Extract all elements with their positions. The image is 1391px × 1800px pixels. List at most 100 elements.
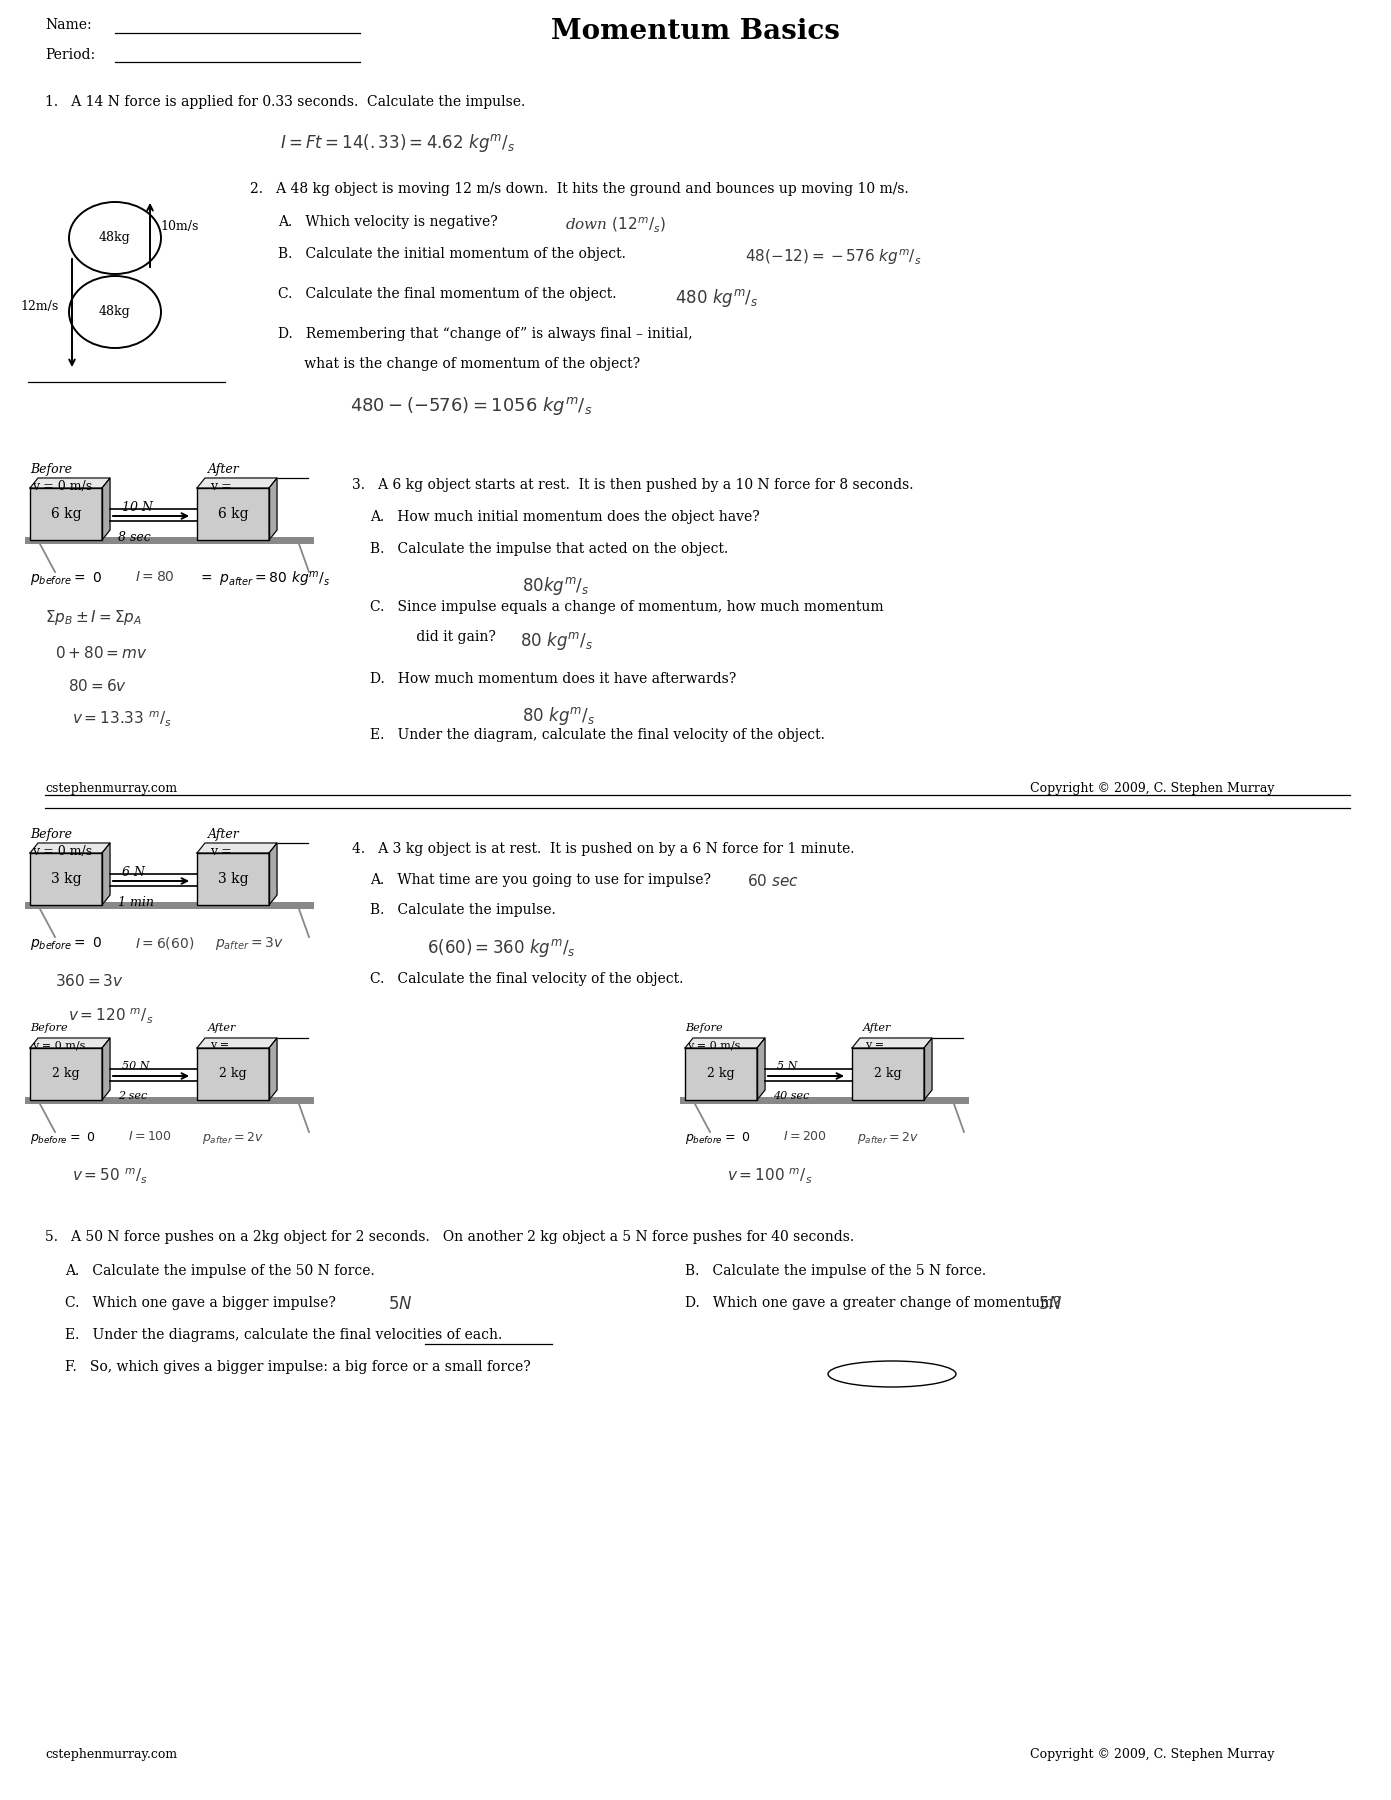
Text: 8 sec: 8 sec bbox=[118, 531, 150, 544]
Text: Before: Before bbox=[31, 1022, 68, 1033]
Text: 4.   A 3 kg object is at rest.  It is pushed on by a 6 N force for 1 minute.: 4. A 3 kg object is at rest. It is pushe… bbox=[352, 842, 854, 857]
Text: down $(12^{m}/_{s})$: down $(12^{m}/_{s})$ bbox=[565, 214, 666, 234]
Text: v =: v = bbox=[210, 844, 231, 859]
Bar bbox=[25, 536, 314, 544]
Text: B.   Calculate the impulse.: B. Calculate the impulse. bbox=[370, 904, 556, 916]
Text: $v = 13.33\ ^{m}/_{s}$: $v = 13.33\ ^{m}/_{s}$ bbox=[72, 709, 172, 729]
Polygon shape bbox=[924, 1039, 932, 1100]
Polygon shape bbox=[102, 479, 110, 540]
Text: $p_{after}=3v$: $p_{after}=3v$ bbox=[216, 934, 284, 952]
Text: $480\ \mathit{kg}^{m}/_{s}$: $480\ \mathit{kg}^{m}/_{s}$ bbox=[675, 286, 758, 310]
Text: E.   Under the diagram, calculate the final velocity of the object.: E. Under the diagram, calculate the fina… bbox=[370, 727, 825, 742]
Bar bbox=[25, 1096, 314, 1103]
Bar bbox=[31, 1048, 102, 1100]
Text: Copyright © 2009, C. Stephen Murray: Copyright © 2009, C. Stephen Murray bbox=[1029, 1748, 1274, 1760]
Text: $I=200$: $I=200$ bbox=[783, 1130, 828, 1143]
Text: $I=100$: $I=100$ bbox=[128, 1130, 172, 1143]
Text: $0 + 80 = mv$: $0 + 80 = mv$ bbox=[56, 644, 147, 661]
Text: E.   Under the diagrams, calculate the final velocities of each.: E. Under the diagrams, calculate the fin… bbox=[65, 1328, 502, 1343]
Bar bbox=[853, 1048, 924, 1100]
Text: v = 0 m/s: v = 0 m/s bbox=[32, 844, 92, 859]
Text: 10m/s: 10m/s bbox=[160, 220, 199, 232]
Text: 48kg: 48kg bbox=[99, 232, 131, 245]
Text: 50 N: 50 N bbox=[122, 1060, 149, 1071]
Text: 5 N: 5 N bbox=[778, 1060, 797, 1071]
Text: v = 0 m/s: v = 0 m/s bbox=[32, 481, 92, 493]
Polygon shape bbox=[268, 1039, 277, 1100]
Text: $48(-12) = -576\ \mathit{kg}^{m}/_{s}$: $48(-12) = -576\ \mathit{kg}^{m}/_{s}$ bbox=[746, 247, 922, 266]
Text: Copyright © 2009, C. Stephen Murray: Copyright © 2009, C. Stephen Murray bbox=[1029, 781, 1274, 796]
Polygon shape bbox=[31, 479, 110, 488]
Text: $p_{before}=\ 0$: $p_{before}=\ 0$ bbox=[31, 1130, 95, 1147]
Text: 6 kg: 6 kg bbox=[50, 508, 81, 520]
Bar bbox=[198, 853, 268, 905]
Polygon shape bbox=[31, 1039, 110, 1048]
Text: 2 kg: 2 kg bbox=[53, 1067, 79, 1080]
Text: B.   Calculate the impulse of the 5 N force.: B. Calculate the impulse of the 5 N forc… bbox=[684, 1264, 986, 1278]
Text: did it gain?: did it gain? bbox=[389, 630, 495, 644]
Text: C.   Calculate the final velocity of the object.: C. Calculate the final velocity of the o… bbox=[370, 972, 683, 986]
Text: After: After bbox=[862, 1022, 892, 1033]
Text: B.   Calculate the initial momentum of the object.: B. Calculate the initial momentum of the… bbox=[278, 247, 626, 261]
Polygon shape bbox=[853, 1039, 932, 1048]
Text: $v = 50\ ^{m}/_{s}$: $v = 50\ ^{m}/_{s}$ bbox=[72, 1166, 147, 1186]
Polygon shape bbox=[198, 479, 277, 488]
Text: cstephenmurray.com: cstephenmurray.com bbox=[45, 781, 177, 796]
Polygon shape bbox=[198, 842, 277, 853]
Text: $5N$: $5N$ bbox=[1038, 1296, 1063, 1312]
Text: 48kg: 48kg bbox=[99, 306, 131, 319]
Text: A.   Calculate the impulse of the 50 N force.: A. Calculate the impulse of the 50 N for… bbox=[65, 1264, 374, 1278]
Text: 3 kg: 3 kg bbox=[217, 871, 249, 886]
Text: $I = Ft = 14(.33) = 4.62\ \mathit{kg}^{m}/_{s}$: $I = Ft = 14(.33) = 4.62\ \mathit{kg}^{m… bbox=[280, 131, 515, 155]
Text: $p_{before}=\ 0$: $p_{before}=\ 0$ bbox=[31, 571, 102, 587]
Bar bbox=[31, 853, 102, 905]
Text: D.   Which one gave a greater change of momentum?: D. Which one gave a greater change of mo… bbox=[684, 1296, 1061, 1310]
Bar bbox=[684, 1048, 757, 1100]
Polygon shape bbox=[31, 842, 110, 853]
Bar bbox=[198, 488, 268, 540]
Text: $360 = 3v$: $360 = 3v$ bbox=[56, 974, 124, 988]
Text: A.   Which velocity is negative?: A. Which velocity is negative? bbox=[278, 214, 498, 229]
Text: $I=6(60)$: $I=6(60)$ bbox=[135, 934, 195, 950]
Bar bbox=[198, 1048, 268, 1100]
Text: 1.   A 14 N force is applied for 0.33 seconds.  Calculate the impulse.: 1. A 14 N force is applied for 0.33 seco… bbox=[45, 95, 526, 110]
Bar bbox=[25, 902, 314, 909]
Text: v =: v = bbox=[210, 1040, 230, 1049]
Text: Momentum Basics: Momentum Basics bbox=[551, 18, 840, 45]
Text: $\Sigma p_B \pm I = \Sigma p_A$: $\Sigma p_B \pm I = \Sigma p_A$ bbox=[45, 608, 142, 626]
Text: 10 N: 10 N bbox=[122, 500, 153, 515]
Bar bbox=[31, 488, 102, 540]
Text: F.   So, which gives a bigger impulse: a big force or a small force?: F. So, which gives a bigger impulse: a b… bbox=[65, 1361, 531, 1373]
Text: 2.   A 48 kg object is moving 12 m/s down.  It hits the ground and bounces up mo: 2. A 48 kg object is moving 12 m/s down.… bbox=[250, 182, 908, 196]
Text: 3 kg: 3 kg bbox=[50, 871, 81, 886]
Text: v =: v = bbox=[865, 1040, 883, 1049]
Polygon shape bbox=[268, 842, 277, 905]
Text: Name:: Name: bbox=[45, 18, 92, 32]
Polygon shape bbox=[684, 1039, 765, 1048]
Polygon shape bbox=[268, 479, 277, 540]
Text: 6 kg: 6 kg bbox=[217, 508, 249, 520]
Text: v = 0 m/s: v = 0 m/s bbox=[32, 1040, 85, 1049]
Text: $5N$: $5N$ bbox=[388, 1296, 413, 1312]
Text: $6(60) = 360\ \mathit{kg}^{m}/_{s}$: $6(60) = 360\ \mathit{kg}^{m}/_{s}$ bbox=[427, 938, 576, 959]
Text: 2 kg: 2 kg bbox=[220, 1067, 246, 1080]
Text: D.   How much momentum does it have afterwards?: D. How much momentum does it have afterw… bbox=[370, 671, 736, 686]
Text: B.   Calculate the impulse that acted on the object.: B. Calculate the impulse that acted on t… bbox=[370, 542, 729, 556]
Text: $p_{before}=\ 0$: $p_{before}=\ 0$ bbox=[31, 934, 102, 952]
Text: After: After bbox=[207, 463, 239, 475]
Text: After: After bbox=[207, 828, 239, 841]
Polygon shape bbox=[102, 842, 110, 905]
Text: 1 min: 1 min bbox=[118, 896, 154, 909]
Text: 2 sec: 2 sec bbox=[118, 1091, 147, 1102]
Polygon shape bbox=[198, 1039, 277, 1048]
Text: Period:: Period: bbox=[45, 49, 95, 61]
Text: 2 kg: 2 kg bbox=[874, 1067, 901, 1080]
Text: $80\ \mathit{kg}^{m}/_{s}$: $80\ \mathit{kg}^{m}/_{s}$ bbox=[522, 706, 595, 727]
Text: C.   Which one gave a bigger impulse?: C. Which one gave a bigger impulse? bbox=[65, 1296, 335, 1310]
Text: C.   Calculate the final momentum of the object.: C. Calculate the final momentum of the o… bbox=[278, 286, 616, 301]
Polygon shape bbox=[757, 1039, 765, 1100]
Text: Before: Before bbox=[31, 828, 72, 841]
Text: $80\mathit{kg}^{m}/_{s}$: $80\mathit{kg}^{m}/_{s}$ bbox=[522, 574, 590, 598]
Text: 5.   A 50 N force pushes on a 2kg object for 2 seconds.   On another 2 kg object: 5. A 50 N force pushes on a 2kg object f… bbox=[45, 1229, 854, 1244]
Text: v = 0 m/s: v = 0 m/s bbox=[687, 1040, 740, 1049]
